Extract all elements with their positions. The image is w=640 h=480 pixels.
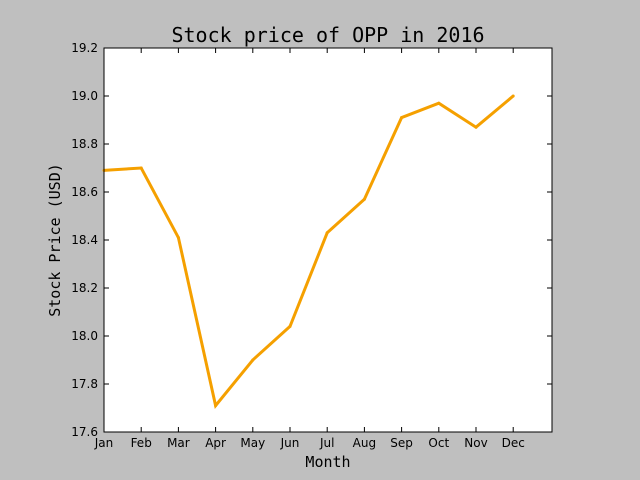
data-point: [474, 125, 478, 129]
x-tick-label: Sep: [390, 436, 413, 450]
x-tick-label: Feb: [131, 436, 152, 450]
y-tick-label: 17.8: [71, 377, 98, 391]
y-tick-label: 19.0: [71, 89, 98, 103]
y-tick-label: 18.2: [71, 281, 98, 295]
series-layer: [102, 94, 515, 409]
data-point: [511, 94, 515, 98]
y-tick-label: 18.0: [71, 329, 98, 343]
x-tick-label: Jun: [280, 436, 300, 450]
x-tick-label: Mar: [167, 436, 190, 450]
series-line: [103, 94, 515, 409]
data-point: [176, 236, 180, 240]
x-tick-label: May: [240, 436, 265, 450]
x-tick-label: Oct: [428, 436, 449, 450]
data-point: [325, 231, 329, 235]
y-tick-label: 18.6: [71, 185, 98, 199]
y-axis-label: Stock Price (USD): [46, 163, 64, 317]
data-point: [362, 197, 366, 201]
x-axis-label: Month: [305, 453, 350, 471]
plot-area: [104, 48, 552, 432]
y-tick-label: 19.2: [71, 41, 98, 55]
x-tick-label: Apr: [205, 436, 226, 450]
x-tick-label: Jan: [94, 436, 114, 450]
data-point: [214, 404, 218, 408]
data-point: [437, 101, 441, 105]
plot-frame: [103, 47, 553, 433]
data-point: [400, 116, 404, 120]
x-tick-label: Dec: [502, 436, 525, 450]
x-tick-label: Nov: [464, 436, 487, 450]
data-point: [139, 166, 143, 170]
y-tick-label: 18.4: [71, 233, 98, 247]
y-tick-label: 17.6: [71, 425, 98, 439]
data-point: [288, 324, 292, 328]
x-tick-label: Jul: [319, 436, 334, 450]
x-tick-label: Aug: [353, 436, 376, 450]
chart-title: Stock price of OPP in 2016: [171, 23, 484, 47]
ticks: 17.6 17.8 18.0 18.2 18.4 18.6 18.8 19.0 19.2 Jan F…: [71, 41, 552, 450]
data-point: [251, 358, 255, 362]
y-tick-label: 18.8: [71, 137, 98, 151]
